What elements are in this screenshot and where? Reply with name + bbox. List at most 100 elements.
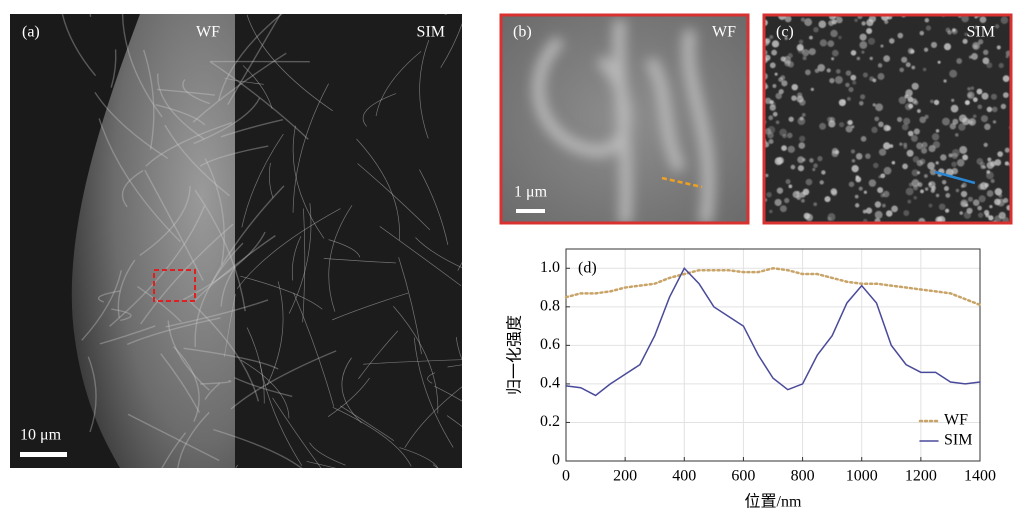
spot [931, 186, 936, 191]
spot [1003, 92, 1009, 98]
spot [872, 79, 876, 83]
spot [806, 179, 813, 186]
spot [978, 184, 984, 190]
filament [462, 213, 495, 332]
y-axis-label: 归一化强度 [506, 315, 524, 395]
spot [946, 28, 951, 33]
spot [770, 62, 776, 68]
spot [902, 124, 909, 131]
spot [832, 20, 837, 25]
spot [799, 40, 803, 44]
spot [861, 136, 867, 142]
legend-label: WF [944, 412, 968, 429]
spot [944, 43, 951, 50]
spot [830, 30, 837, 37]
spot [973, 114, 977, 118]
plot-area [566, 249, 980, 461]
spot [861, 51, 864, 54]
spot [771, 50, 777, 56]
spot [775, 93, 781, 99]
spot [820, 39, 827, 46]
spot [950, 123, 956, 129]
spot [875, 201, 881, 207]
spot [903, 118, 910, 125]
spot [845, 83, 849, 87]
spot [968, 197, 973, 202]
spot [847, 97, 851, 101]
wf-label: WF [712, 24, 736, 41]
spot [870, 57, 873, 60]
y-tick-label: 1.0 [540, 259, 560, 276]
spot [945, 209, 949, 213]
spot [819, 123, 826, 130]
spot [883, 142, 890, 149]
y-tick-label: 0 [552, 452, 560, 469]
x-tick-label: 800 [791, 468, 815, 485]
spot [971, 86, 975, 90]
spot [812, 168, 815, 171]
spot [989, 205, 992, 208]
spot [874, 117, 879, 122]
spot [786, 179, 791, 184]
x-tick-label: 1000 [846, 468, 878, 485]
spot [772, 40, 779, 47]
panel-label: (d) [578, 260, 597, 277]
spot [929, 182, 932, 185]
spot [932, 133, 939, 140]
spot [994, 199, 1001, 206]
panel-c [760, 11, 1013, 226]
spot [805, 69, 811, 75]
spot [995, 24, 999, 28]
spot [859, 101, 864, 106]
spot [951, 105, 959, 113]
spot [1001, 16, 1009, 24]
spot [863, 72, 868, 77]
spot [916, 142, 923, 149]
spot [971, 53, 978, 60]
y-tick-label: 0.6 [540, 336, 560, 353]
x-tick-label: 0 [562, 468, 570, 485]
spot [769, 139, 774, 144]
spot [929, 204, 933, 208]
y-tick-label: 0.8 [540, 297, 560, 314]
spot [949, 153, 953, 157]
spot [819, 21, 827, 29]
spot [765, 98, 771, 104]
spot [878, 122, 884, 128]
spot [961, 191, 967, 197]
x-tick-label: 1400 [964, 468, 996, 485]
scale-bar [516, 209, 545, 213]
spot [824, 196, 830, 202]
spot [984, 143, 988, 147]
spot [880, 45, 883, 48]
spot [804, 213, 810, 219]
spot [992, 107, 998, 113]
spot [977, 105, 982, 110]
spot [788, 185, 792, 189]
spot [860, 34, 867, 41]
spot [977, 206, 982, 211]
spot [960, 199, 968, 207]
spot [920, 190, 924, 194]
spot [857, 57, 861, 61]
spot [945, 193, 950, 198]
spot [796, 191, 800, 195]
spot [821, 170, 825, 174]
spot [882, 204, 886, 208]
spot [962, 183, 967, 188]
spot [851, 50, 857, 56]
spot [921, 148, 927, 154]
spot [936, 129, 939, 132]
spot [952, 149, 960, 157]
spot [863, 210, 867, 214]
spot [938, 61, 941, 64]
spot [813, 27, 818, 32]
spot [997, 45, 1001, 49]
spot [901, 57, 907, 63]
spot [852, 159, 855, 162]
spot [977, 89, 983, 95]
spot [804, 18, 812, 26]
spot [832, 50, 839, 57]
x-tick-label: 600 [731, 468, 755, 485]
spot [997, 151, 1003, 157]
